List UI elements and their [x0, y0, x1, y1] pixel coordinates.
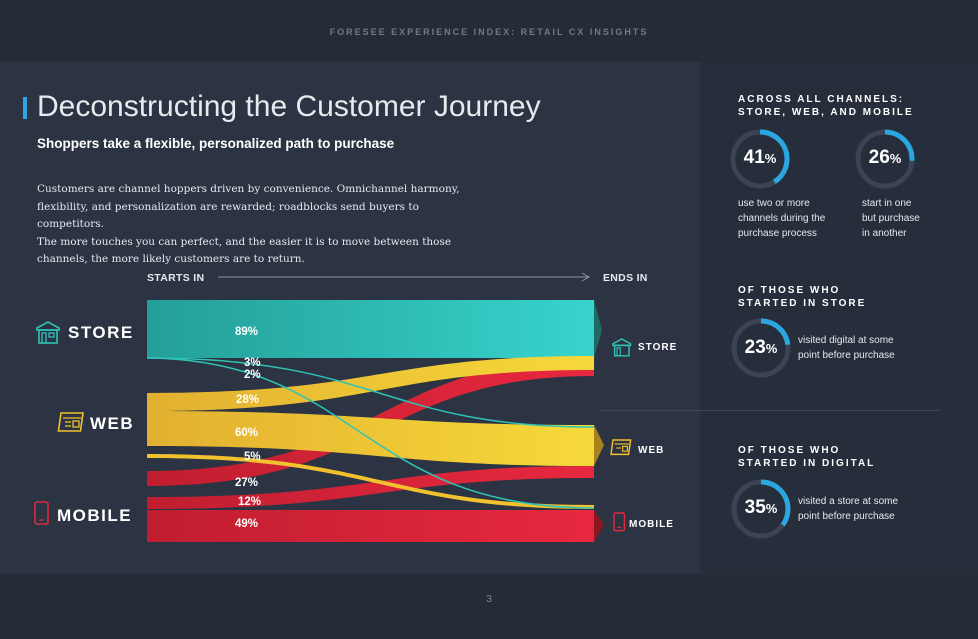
starts-in-label: STARTS IN — [147, 272, 205, 284]
intro-line: channels, the more likely customers are … — [37, 253, 305, 265]
stat2-ring-fill — [855, 129, 915, 189]
stat1-value: 41% — [743, 147, 777, 168]
pct-mobile-store: 27% — [235, 477, 259, 489]
flow-store-store — [147, 300, 594, 358]
stat2-value: 26% — [868, 147, 902, 168]
ends-in-label: ENDS IN — [603, 272, 648, 284]
web-end-icon — [610, 439, 632, 456]
store-start-label: STORE — [68, 323, 134, 342]
mobile-icon — [34, 501, 49, 525]
store-end-icon — [612, 338, 632, 357]
stat3-value: 23% — [744, 337, 778, 358]
section2-heading-line: OF THOSE WHO — [738, 285, 841, 296]
flow-mobile-web — [147, 466, 594, 509]
header-bar — [0, 0, 978, 62]
section1-heading: ACROSS ALL CHANNELS: STORE, WEB, AND MOB… — [738, 93, 914, 119]
store-icon — [36, 321, 60, 344]
flow-store-mobile — [146, 357, 595, 509]
web-icon — [57, 412, 84, 432]
store-end-label: STORE — [638, 342, 678, 353]
section-divider — [600, 410, 940, 411]
pct-store-mobile: 2% — [244, 369, 261, 381]
pct-web-web: 60% — [235, 427, 259, 439]
pct-store-web: 3% — [244, 357, 261, 369]
pct-mobile-mobile: 49% — [235, 518, 259, 530]
flow-arrow-head — [581, 272, 591, 282]
section3-heading: OF THOSE WHO STARTED IN DIGITAL — [738, 444, 875, 470]
stat1-text: use two or more channels during the purcha… — [738, 198, 826, 239]
stat4-ring-fill — [731, 479, 791, 539]
intro-paragraph: Customers are channel hoppers driven by … — [37, 181, 477, 269]
section3-heading-line: STARTED IN DIGITAL — [738, 458, 876, 469]
stat3-ring-fill — [731, 318, 791, 378]
stat4-text: visited a store at some point before purc… — [798, 496, 899, 522]
flow-web-mobile — [147, 454, 594, 509]
flow-store-web — [146, 357, 595, 428]
intro-line: The more touches you can perfect, and th… — [37, 235, 452, 248]
pct-web-mobile: 5% — [244, 451, 261, 463]
stat2-text: start in one but purchase in another — [862, 198, 920, 239]
mobile-end-icon — [613, 512, 626, 532]
intro-line: flexibility, and personalization are rew… — [37, 200, 419, 231]
intro-line: Customers are channel hoppers driven by … — [37, 183, 460, 195]
web-end-cap — [594, 425, 604, 466]
section1-heading-line: STORE, WEB, AND MOBILE — [738, 107, 914, 118]
web-start-label: WEB — [90, 414, 135, 433]
stat4-value: 35% — [744, 497, 778, 518]
section1-heading-line: ACROSS ALL CHANNELS: — [738, 94, 905, 105]
mobile-start-label: MOBILE — [57, 506, 133, 525]
store-end-cap — [594, 300, 602, 358]
flow-web-store — [147, 356, 594, 411]
mobile-end-label: MOBILE — [629, 519, 674, 530]
pct-store-store: 89% — [235, 326, 259, 338]
title-accent — [23, 97, 27, 119]
section3-heading-line: OF THOSE WHO — [738, 445, 841, 456]
mobile-end-cap — [594, 510, 604, 542]
stat3-text: visited digital at some point before purc… — [798, 335, 895, 361]
stat1-ring-fill — [730, 129, 790, 189]
web-end-label: WEB — [638, 445, 665, 456]
page-subtitle: Shoppers take a flexible, personalized p… — [37, 136, 395, 151]
section2-heading: OF THOSE WHO STARTED IN STORE — [738, 284, 866, 310]
pct-web-store: 28% — [236, 394, 260, 406]
page-number: 3 — [486, 594, 492, 605]
header-title: FORESEE EXPERIENCE INDEX: RETAIL CX INSI… — [329, 27, 649, 37]
pct-mobile-web: 12% — [238, 496, 262, 508]
page-title: Deconstructing the Customer Journey — [37, 90, 541, 123]
section2-heading-line: STARTED IN STORE — [738, 298, 867, 309]
flow-mobile-mobile — [147, 510, 594, 542]
stat-rings — [730, 129, 915, 539]
footer-bar — [0, 574, 978, 639]
